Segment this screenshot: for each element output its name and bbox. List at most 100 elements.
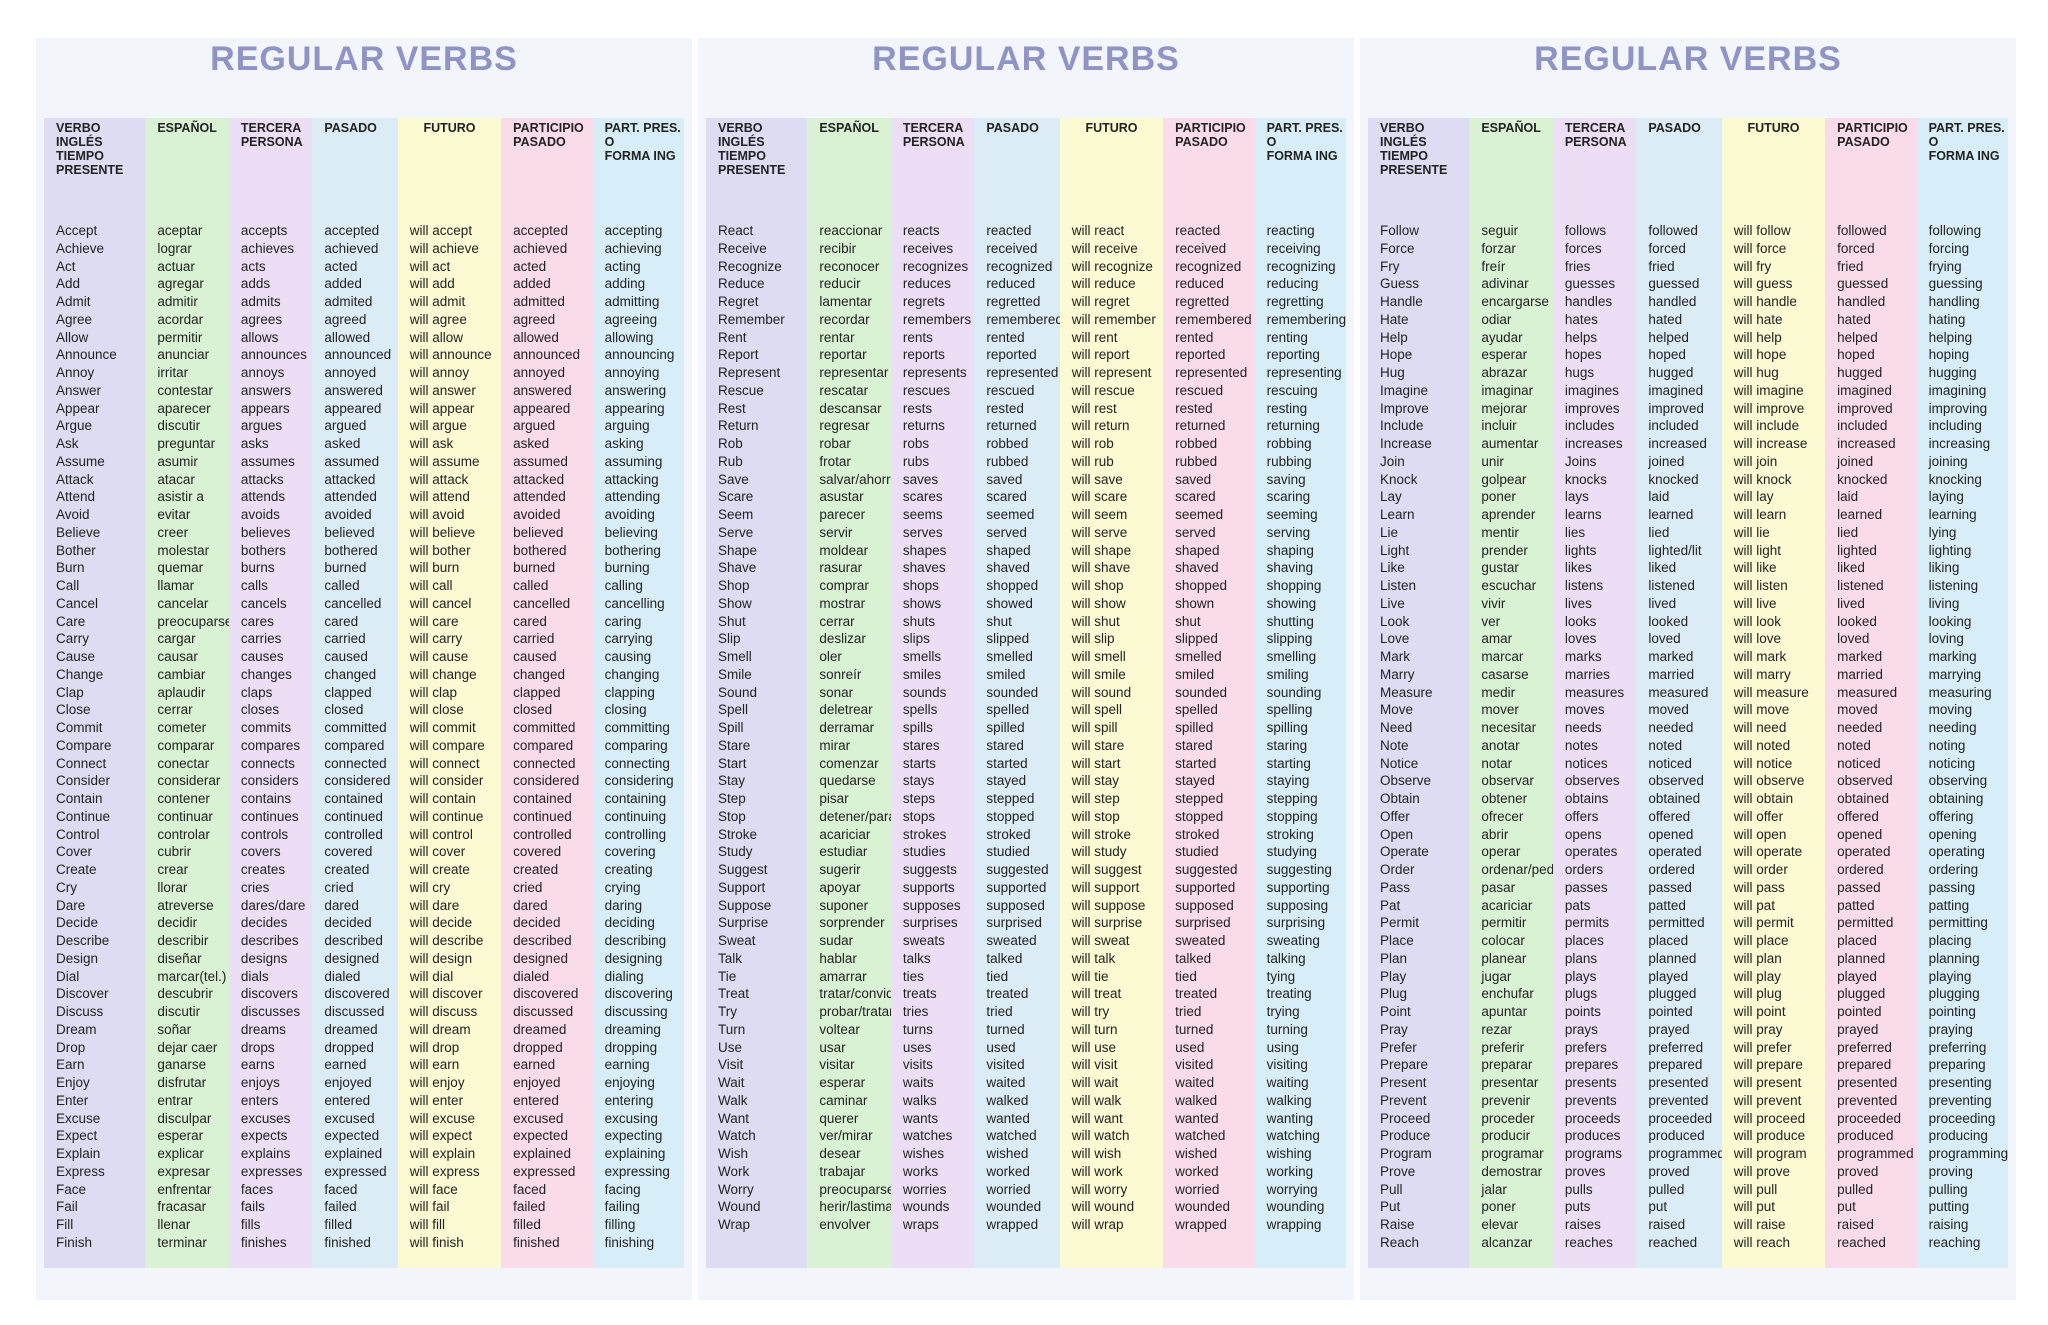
table-cell: pointed bbox=[1837, 1004, 1882, 1019]
table-cell: shut bbox=[986, 613, 1012, 629]
column-header: ESPAÑOL bbox=[1481, 121, 1541, 135]
table-cell: will rub bbox=[1071, 453, 1114, 469]
table-cell: enjoyed bbox=[324, 1075, 372, 1090]
table-cell: represented bbox=[986, 365, 1059, 380]
table-cell: discovering bbox=[604, 986, 673, 1002]
table-cell: treated bbox=[1175, 986, 1218, 1002]
table-cell: supposed bbox=[1175, 897, 1234, 913]
table-cell: soñar bbox=[157, 1021, 192, 1037]
table-cell: contained bbox=[324, 791, 383, 806]
table-cell: shutting bbox=[1266, 613, 1314, 629]
table-cell: presented bbox=[1648, 1075, 1709, 1090]
table-cell: will rent bbox=[1071, 329, 1118, 345]
table-cell: Stop bbox=[718, 808, 746, 824]
table-cell: believed bbox=[324, 524, 375, 540]
table-cell: vivir bbox=[1481, 595, 1506, 611]
table-cell: Program bbox=[1380, 1146, 1432, 1161]
table-cell: helping bbox=[1928, 329, 1973, 345]
table-cell: rented bbox=[986, 329, 1025, 345]
table-cell: expressed bbox=[324, 1163, 387, 1179]
table-cell: discovered bbox=[513, 986, 579, 1002]
table-cell: received bbox=[986, 240, 1038, 256]
table-cell: looked bbox=[1837, 613, 1877, 629]
table-cell: observes bbox=[1564, 773, 1620, 789]
table-cell: Shut bbox=[718, 613, 746, 629]
table-cell: marcar(tel.) bbox=[157, 968, 227, 984]
table-cell: helped bbox=[1648, 329, 1689, 345]
table-cell: dared bbox=[324, 897, 359, 913]
table-cell: apuntar bbox=[1481, 1004, 1528, 1019]
table-cell: hugged bbox=[1648, 365, 1694, 380]
table-cell: Observe bbox=[1380, 773, 1432, 789]
table-cell: Worry bbox=[718, 1181, 754, 1197]
table-cell: listened bbox=[1648, 578, 1695, 593]
table-cell: will attend bbox=[409, 489, 470, 505]
table-cell: accepted bbox=[513, 223, 568, 238]
table-cell: will cry bbox=[409, 879, 451, 895]
table-cell: receives bbox=[902, 240, 954, 256]
table-cell: suggesting bbox=[1266, 862, 1332, 877]
table-cell: Avoid bbox=[56, 507, 90, 522]
table-cell: stared bbox=[986, 737, 1024, 753]
table-cell: esperar bbox=[1481, 347, 1528, 363]
table-cell: announced bbox=[324, 347, 392, 363]
table-cell: hates bbox=[1564, 311, 1598, 327]
table-cell: aprender bbox=[1481, 507, 1536, 522]
table-cell: operating bbox=[1928, 844, 1985, 860]
table-cell: will prepare bbox=[1733, 1057, 1803, 1073]
table-cell: cries bbox=[240, 879, 270, 895]
table-cell: waits bbox=[902, 1075, 934, 1090]
table-cell: slipping bbox=[1266, 631, 1313, 647]
table-cell: designed bbox=[324, 950, 380, 966]
table-cell: colocar bbox=[1481, 933, 1525, 948]
table-cell: Shave bbox=[718, 560, 757, 576]
table-cell: lies bbox=[1564, 524, 1586, 540]
table-cell: supposes bbox=[902, 897, 961, 913]
table-cell: bothering bbox=[604, 542, 661, 558]
table-cell: dreams bbox=[240, 1021, 286, 1037]
table-cell: asking bbox=[604, 436, 644, 451]
table-cell: carrying bbox=[604, 631, 653, 647]
table-cell: entered bbox=[324, 1092, 371, 1108]
table-cell: Admit bbox=[56, 294, 91, 309]
table-cell: appeared bbox=[513, 400, 571, 416]
table-cell: handling bbox=[1928, 294, 1980, 309]
table-cell: argues bbox=[240, 418, 283, 434]
column-header: PART. PRES. O FORMA ING bbox=[1266, 121, 1343, 163]
table-cell: recognized bbox=[986, 258, 1053, 274]
table-cell: Expect bbox=[56, 1128, 98, 1144]
table-cell: connecting bbox=[604, 755, 670, 771]
table-cell: Dial bbox=[56, 968, 80, 984]
table-cell: caused bbox=[324, 649, 368, 664]
table-cell: noted bbox=[1648, 737, 1683, 753]
table-cell: Cancel bbox=[56, 595, 99, 611]
table-cell: improved bbox=[1648, 400, 1704, 416]
table-cell: used bbox=[986, 1039, 1016, 1055]
table-cell: causing bbox=[604, 649, 652, 664]
table-cell: Marry bbox=[1380, 666, 1415, 682]
table-cell: plays bbox=[1564, 968, 1597, 984]
table-cell: Start bbox=[718, 755, 747, 771]
table-cell: explained bbox=[513, 1146, 571, 1161]
table-cell: trying bbox=[1266, 1004, 1300, 1019]
table-cell: acariciar bbox=[1481, 897, 1533, 913]
table-cell: hoped bbox=[1648, 347, 1686, 363]
table-cell: ganarse bbox=[157, 1057, 207, 1073]
table-cell: used bbox=[1175, 1039, 1205, 1055]
table-cell: regrets bbox=[902, 294, 945, 309]
table-cell: will shop bbox=[1071, 578, 1124, 593]
table-cell: Joins bbox=[1564, 453, 1597, 469]
table-cell: rented bbox=[1175, 329, 1214, 345]
table-cell: will add bbox=[409, 276, 455, 292]
table-cell: answers bbox=[240, 382, 292, 398]
table-cell: connected bbox=[324, 755, 387, 771]
table-cell: using bbox=[1266, 1039, 1299, 1055]
table-cell: will talk bbox=[1071, 950, 1116, 966]
table-cell: robbed bbox=[1175, 436, 1218, 451]
table-cell: marked bbox=[1837, 649, 1883, 664]
table-cell: discussing bbox=[604, 1004, 668, 1019]
table-cell: reached bbox=[1837, 1234, 1886, 1250]
table-cell: avoiding bbox=[604, 507, 655, 522]
table-cell: stopped bbox=[1175, 808, 1224, 824]
table-cell: comprar bbox=[819, 578, 869, 593]
